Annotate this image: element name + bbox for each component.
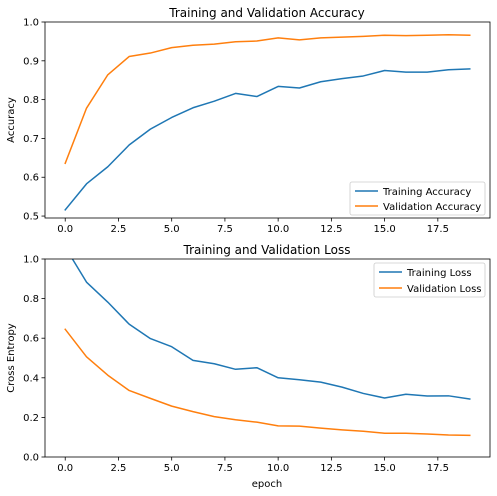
y-axis-label: Cross Entropy [6, 323, 17, 393]
axes-frame [44, 21, 491, 219]
legend-label-training-accuracy: Training Accuracy [382, 187, 471, 198]
x-axis: 0.0 2.5 5.0 7.5 10.0 12.5 15.0 17.5 [57, 457, 449, 474]
x-tick-label: 5.0 [164, 463, 180, 474]
x-tick-label: 5.0 [164, 224, 180, 235]
accuracy-subplot: Training and Validation Accuracy 0.0 2.5 5… [6, 6, 491, 235]
x-tick-label: 0.0 [57, 463, 73, 474]
y-axis-label: Accuracy [6, 97, 17, 143]
legend-label-training-loss: Training Loss [406, 268, 472, 279]
x-tick-label: 15.0 [373, 463, 395, 474]
x-axis: 0.0 2.5 5.0 7.5 10.0 12.5 15.0 17.5 [57, 218, 449, 235]
series-layer [64, 34, 471, 211]
loss-subplot: Training and Validation Loss 0.0 2.5 5.0 7.… [6, 243, 491, 490]
legend: Training Loss Validation Loss [373, 262, 486, 298]
series-line-training-loss [71, 259, 471, 400]
legend: Training Accuracy Validation Accuracy [349, 181, 486, 216]
chart-title: Training and Validation Accuracy [168, 6, 364, 20]
x-axis-label: epoch [252, 479, 282, 490]
series-line-training-accuracy [64, 68, 471, 211]
x-tick-label: 12.5 [320, 224, 342, 235]
x-tick-label: 7.5 [217, 463, 233, 474]
y-tick-label: 0.8 [23, 95, 39, 106]
y-tick-label: 0.6 [23, 173, 39, 184]
x-tick-label: 12.5 [320, 463, 342, 474]
x-tick-label: 2.5 [111, 463, 127, 474]
legend-label-validation-loss: Validation Loss [407, 284, 482, 295]
axes-frame [44, 258, 491, 458]
y-tick-label: 0.9 [23, 56, 39, 67]
x-tick-label: 2.5 [111, 224, 127, 235]
series-line-validation-accuracy [64, 34, 471, 165]
y-axis: 0.5 0.6 0.7 0.8 0.9 1.0 [23, 18, 45, 223]
series-line-validation-loss [64, 328, 471, 437]
y-axis: 0.0 0.2 0.4 0.6 0.8 1.0 [23, 255, 45, 464]
chart-title: Training and Validation Loss [183, 243, 351, 257]
x-tick-label: 7.5 [217, 224, 233, 235]
y-tick-label: 0.5 [23, 212, 39, 223]
y-tick-label: 0.4 [23, 373, 39, 384]
y-tick-label: 0.7 [23, 134, 39, 145]
y-tick-label: 0.0 [23, 453, 39, 464]
y-tick-label: 0.8 [23, 294, 39, 305]
x-tick-label: 17.5 [427, 224, 449, 235]
series-layer [64, 259, 471, 437]
y-tick-label: 1.0 [23, 255, 39, 266]
x-tick-label: 10.0 [267, 224, 289, 235]
y-tick-label: 0.2 [23, 413, 39, 424]
x-tick-label: 10.0 [267, 463, 289, 474]
x-tick-label: 0.0 [57, 224, 73, 235]
legend-box [349, 181, 486, 216]
legend-label-validation-accuracy: Validation Accuracy [383, 202, 481, 213]
y-tick-label: 1.0 [23, 18, 39, 29]
x-tick-label: 17.5 [427, 463, 449, 474]
x-tick-label: 15.0 [373, 224, 395, 235]
y-tick-label: 0.6 [23, 334, 39, 345]
